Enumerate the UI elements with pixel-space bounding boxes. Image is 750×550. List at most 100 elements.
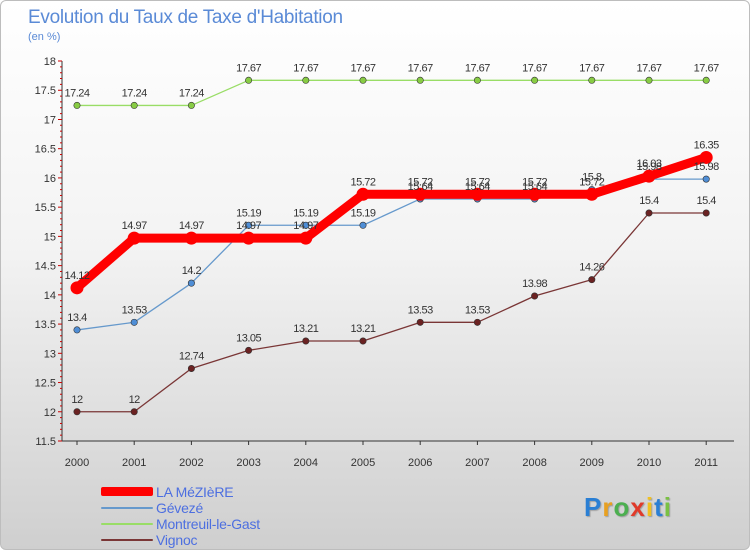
y-tick-label: 16 (44, 173, 56, 185)
data-label-s2: 17.67 (236, 62, 261, 74)
y-tick-label: 12 (44, 407, 56, 419)
data-label-s3: 14.26 (579, 262, 604, 274)
data-point-s1 (702, 175, 710, 183)
data-label-s0: 14.12 (64, 270, 89, 282)
data-point-s2 (702, 76, 710, 84)
data-point-s0 (242, 231, 256, 245)
legend-swatch-montreuil-le-gast (101, 523, 153, 525)
x-tick-label: 2005 (351, 457, 375, 469)
legend-swatch-vignoc (101, 539, 153, 541)
data-label-s0: 15.72 (522, 176, 547, 188)
x-tick-label: 2004 (294, 457, 318, 469)
data-point-s0 (699, 150, 713, 164)
data-label-s0: 15.72 (350, 176, 375, 188)
data-point-s1 (73, 326, 81, 334)
data-label-s3: 13.21 (293, 323, 318, 335)
x-tick-label: 2011 (694, 457, 718, 469)
data-point-s1 (187, 279, 195, 287)
data-label-s3: 13.53 (465, 304, 490, 316)
data-label-s1: 15.64 (522, 181, 547, 193)
data-label-s1: 14.2 (182, 265, 202, 277)
y-tick-label: 15.5 (35, 202, 56, 214)
data-label-s0: 14.97 (236, 220, 261, 232)
data-point-s1 (245, 221, 253, 229)
data-point-s0 (585, 187, 599, 201)
data-point-s1 (302, 221, 310, 229)
series-line-3 (76, 212, 707, 413)
data-point-s2 (359, 76, 367, 84)
data-label-s2: 17.67 (579, 62, 604, 74)
x-tick-label: 2010 (637, 457, 661, 469)
data-label-s1: 15.64 (465, 181, 490, 193)
y-tick-label: 13 (44, 348, 56, 360)
data-point-s0 (470, 187, 484, 201)
data-point-s0 (356, 187, 370, 201)
data-point-s0 (299, 231, 313, 245)
data-point-s2 (302, 76, 310, 84)
data-label-s2: 17.67 (408, 62, 433, 74)
legend-label-vignoc: Vignoc (156, 532, 198, 548)
data-point-s0 (184, 231, 198, 245)
y-tick-label: 14 (44, 290, 56, 302)
y-tick-label: 17 (44, 114, 56, 126)
y-tick-label: 17.5 (35, 85, 56, 97)
data-label-s2: 17.24 (179, 87, 204, 99)
data-point-s2 (645, 76, 653, 84)
data-label-s2: 17.24 (64, 87, 89, 99)
y-tick-label: 15 (44, 231, 56, 243)
logo-letter: i (645, 492, 655, 522)
data-point-s2 (73, 101, 81, 109)
data-label-s0: 15.72 (465, 176, 490, 188)
data-label-s3: 13.98 (522, 278, 547, 290)
data-point-s0 (127, 231, 141, 245)
x-tick-label: 2006 (408, 457, 432, 469)
data-point-s3 (531, 292, 539, 300)
series-line-1 (76, 178, 707, 331)
data-point-s0 (642, 169, 656, 183)
y-tick-label: 12.5 (35, 378, 56, 390)
data-point-s3 (73, 408, 81, 416)
logo-letter: P (584, 492, 603, 522)
legend-swatch-la-meziere (101, 487, 153, 496)
legend-label-geveze: Gévezé (156, 500, 204, 516)
y-tick-label: 14.5 (35, 261, 56, 273)
data-point-s3 (702, 209, 710, 217)
data-label-s1: 15.64 (408, 181, 433, 193)
proxiti-logo: Proxiti (584, 492, 672, 523)
data-label-s0: 14.97 (179, 220, 204, 232)
data-label-s0: 14.97 (293, 220, 318, 232)
data-label-s1: 15.98 (694, 161, 719, 173)
data-label-s1: 15.98 (636, 161, 661, 173)
legend-label-la-meziere: LA MéZIèRE (156, 484, 234, 500)
data-point-s2 (588, 76, 596, 84)
data-label-s0: 14.97 (122, 220, 147, 232)
data-point-s2 (531, 76, 539, 84)
data-label-s3: 13.53 (408, 304, 433, 316)
data-label-s1: 15.19 (350, 207, 375, 219)
data-point-s3 (473, 318, 481, 326)
legend-swatch-geveze (101, 507, 153, 509)
logo-letter: x (630, 492, 646, 522)
data-label-s1: 15.19 (236, 207, 261, 219)
data-label-s2: 17.67 (350, 62, 375, 74)
x-tick-label: 2002 (179, 457, 203, 469)
data-label-s3: 12 (129, 394, 141, 406)
data-label-s3: 12.74 (179, 351, 204, 363)
x-tick-label: 2000 (65, 457, 89, 469)
data-point-s2 (245, 76, 253, 84)
data-label-s2: 17.67 (694, 62, 719, 74)
data-point-s1 (359, 221, 367, 229)
data-point-s0 (70, 281, 84, 295)
data-label-s1: 15.19 (293, 207, 318, 219)
x-tick-label: 2007 (465, 457, 489, 469)
x-tick-label: 2009 (580, 457, 604, 469)
data-label-s0: 15.72 (408, 176, 433, 188)
data-label-s3: 15.4 (639, 195, 659, 207)
data-label-s2: 17.67 (465, 62, 490, 74)
data-label-s1: 13.4 (67, 312, 87, 324)
data-point-s2 (416, 76, 424, 84)
logo-letter: r (602, 492, 614, 522)
data-point-s1 (130, 318, 138, 326)
